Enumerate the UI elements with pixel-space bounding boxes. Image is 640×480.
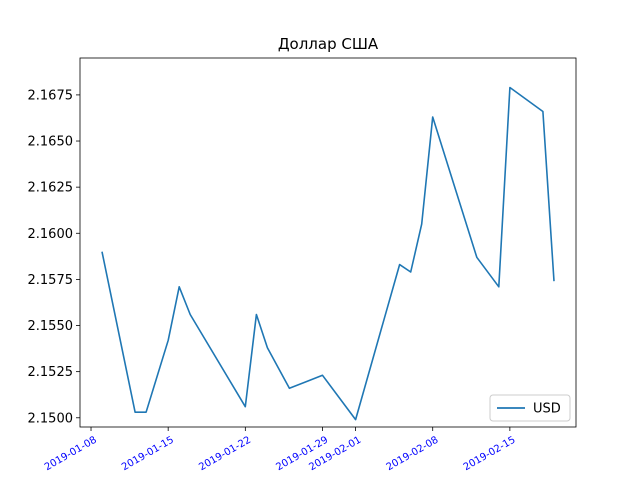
x-axis: 2019-01-08 2019-01-15 2019-01-22 2019-01-29…	[43, 427, 518, 473]
y-tick-label: 2.1600	[28, 227, 74, 242]
plot-area-frame	[79, 57, 577, 428]
x-tick-label: 2019-01-08	[43, 435, 99, 474]
x-tick-label: 2019-02-08	[385, 435, 441, 474]
x-tick-label: 2019-01-15	[120, 435, 176, 474]
y-tick-label: 2.1575	[28, 273, 74, 288]
y-tick-label: 2.1625	[28, 181, 74, 196]
series-line-usd	[101, 86, 555, 421]
series-layer	[101, 86, 555, 421]
x-tick-label: 2019-02-15	[462, 435, 518, 474]
y-tick-label: 2.1675	[28, 88, 74, 103]
x-tick-label: 2019-01-22	[197, 435, 253, 474]
legend: USD	[489, 394, 571, 422]
chart-title: Доллар США	[278, 35, 379, 53]
y-tick-label: 2.1650	[28, 135, 74, 150]
y-tick-label: 2.1525	[28, 365, 74, 380]
y-tick-label: 2.1550	[28, 319, 74, 334]
y-tick-label: 2.1500	[28, 411, 74, 426]
legend-label-usd: USD	[533, 402, 561, 417]
legend-box	[489, 394, 571, 422]
y-axis: 2.1500 2.1525 2.1550 2.1575 2.1600 2.1625 2.16…	[28, 88, 80, 426]
